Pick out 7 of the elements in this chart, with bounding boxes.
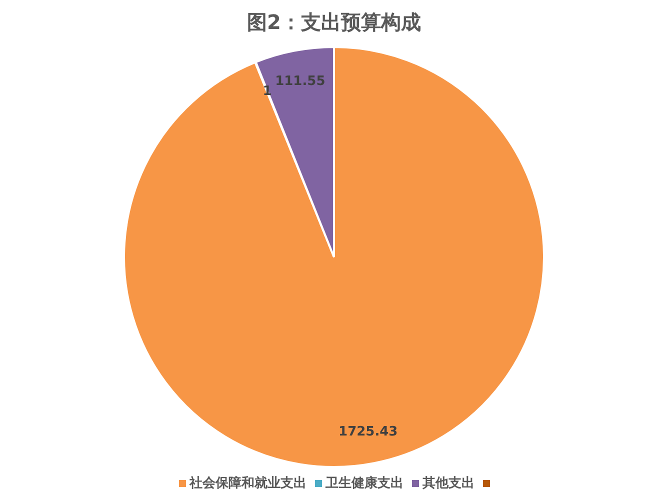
data-label: 1725.43	[338, 424, 398, 440]
data-label: 1	[262, 84, 272, 99]
legend-label: 其他支出	[422, 475, 474, 492]
chart-title: 图2：支出预算构成	[247, 10, 421, 34]
legend-label: 社会保障和就业支出	[190, 474, 306, 492]
data-label: 111.55	[275, 74, 326, 90]
legend-label: 卫生健康支出	[326, 474, 404, 492]
